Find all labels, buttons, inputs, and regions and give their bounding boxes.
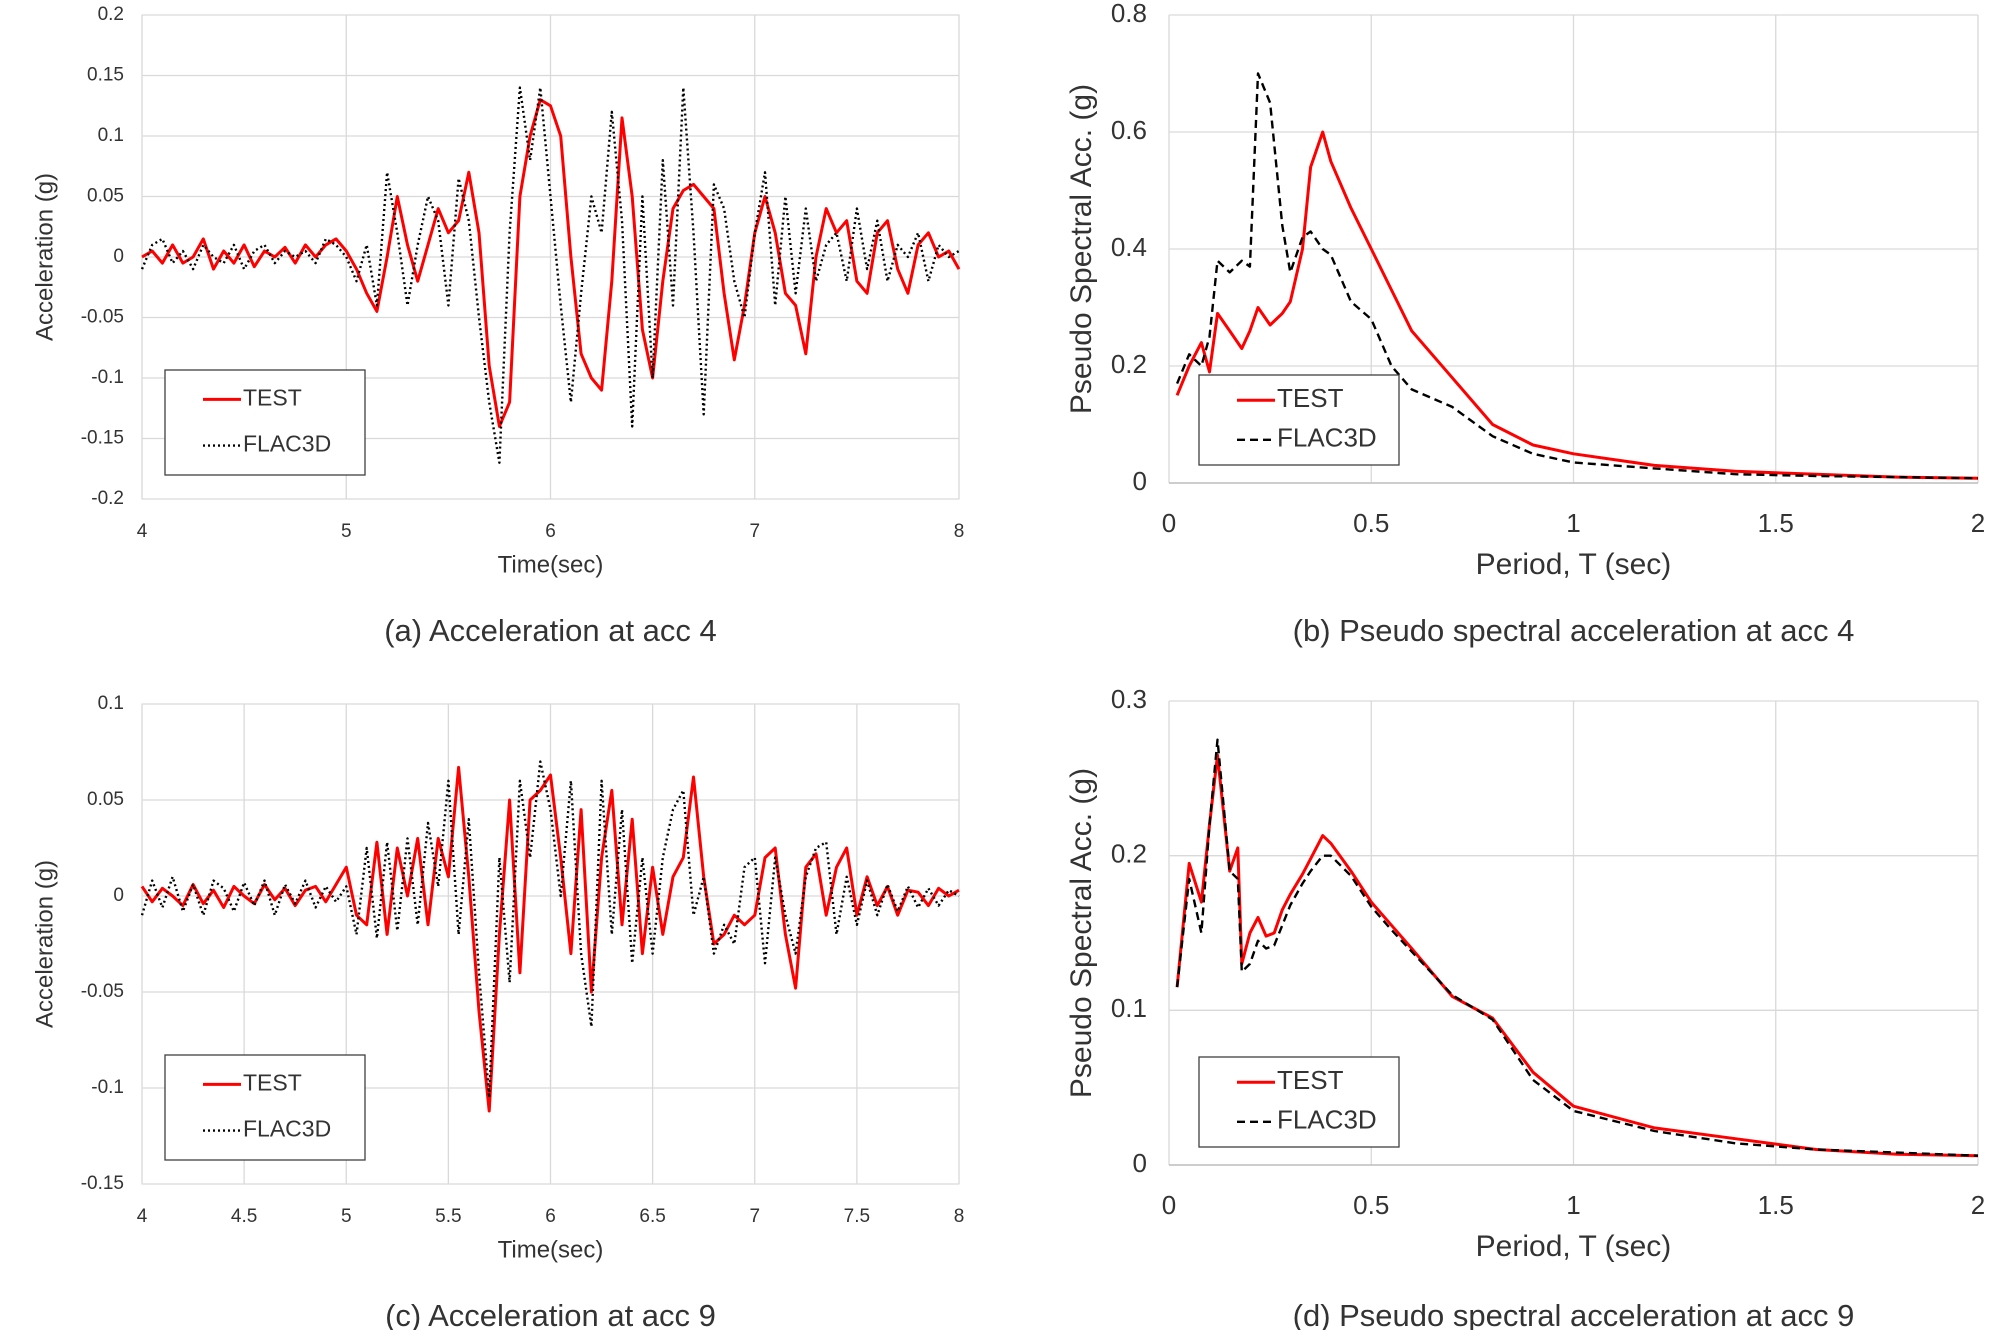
x-tick-label: 0.5 bbox=[1353, 1190, 1389, 1220]
x-tick-label: 0.5 bbox=[1353, 508, 1389, 538]
y-tick-label: 0.1 bbox=[98, 693, 124, 714]
x-tick-label: 0 bbox=[1162, 508, 1176, 538]
y-tick-label: 0.1 bbox=[1111, 993, 1147, 1023]
y-tick-label: -0.1 bbox=[91, 367, 124, 388]
legend-label: TEST bbox=[1277, 1065, 1344, 1095]
y-tick-label: 0.8 bbox=[1111, 0, 1147, 28]
y-axis-label: Acceleration (g) bbox=[31, 173, 58, 341]
legend-label: TEST bbox=[1277, 383, 1344, 413]
x-tick-label: 7.5 bbox=[844, 1206, 870, 1227]
y-tick-label: 0.05 bbox=[87, 789, 124, 810]
x-tick-label: 2 bbox=[1971, 508, 1985, 538]
x-tick-label: 5 bbox=[341, 521, 352, 542]
y-tick-label: -0.05 bbox=[81, 307, 124, 328]
series-line bbox=[1175, 738, 1979, 1157]
y-tick-label: -0.1 bbox=[91, 1077, 124, 1098]
series-line bbox=[141, 98, 961, 428]
caption: (a) Acceleration at acc 4 bbox=[384, 613, 717, 648]
y-tick-label: 0 bbox=[1133, 1148, 1147, 1178]
caption: (c) Acceleration at acc 9 bbox=[385, 1298, 716, 1330]
y-tick-label: 0.2 bbox=[1111, 839, 1147, 869]
x-tick-label: 5.5 bbox=[435, 1206, 461, 1227]
series-line bbox=[140, 760, 960, 1099]
x-tick-label: 4.5 bbox=[231, 1206, 257, 1227]
series-line bbox=[1175, 753, 1979, 1158]
y-tick-label: 0 bbox=[1133, 466, 1147, 496]
x-tick-label: 2 bbox=[1971, 1190, 1985, 1220]
legend bbox=[1198, 374, 1400, 466]
x-tick-label: 1 bbox=[1566, 1190, 1580, 1220]
caption: (d) Pseudo spectral acceleration at acc … bbox=[1293, 1298, 1855, 1330]
x-tick-label: 8 bbox=[954, 1206, 965, 1227]
x-axis-label: Time(sec) bbox=[498, 1236, 604, 1263]
legend bbox=[1198, 1056, 1400, 1148]
caption: (b) Pseudo spectral acceleration at acc … bbox=[1293, 613, 1855, 648]
x-tick-label: 6 bbox=[545, 521, 556, 542]
y-tick-label: -0.15 bbox=[81, 428, 124, 449]
x-axis-label: Time(sec) bbox=[498, 551, 604, 578]
legend-label: FLAC3D bbox=[243, 431, 331, 457]
x-tick-label: 0 bbox=[1162, 1190, 1176, 1220]
y-tick-label: 0.4 bbox=[1111, 232, 1147, 262]
legend-label: TEST bbox=[243, 1069, 302, 1095]
x-axis-label: Period, T (sec) bbox=[1476, 1230, 1672, 1263]
x-tick-label: 1.5 bbox=[1758, 508, 1794, 538]
legend-label: FLAC3D bbox=[1277, 423, 1377, 453]
y-tick-label: 0 bbox=[113, 885, 124, 906]
series-line bbox=[140, 765, 960, 1113]
series-line bbox=[140, 86, 960, 464]
x-tick-label: 5 bbox=[341, 1206, 352, 1227]
y-tick-label: -0.15 bbox=[81, 1173, 124, 1194]
series-line bbox=[1175, 72, 1979, 480]
legend-label: FLAC3D bbox=[1277, 1105, 1377, 1135]
y-axis-label: Pseudo Spectral Acc. (g) bbox=[1065, 768, 1098, 1098]
y-tick-label: 0.05 bbox=[87, 186, 124, 207]
x-tick-label: 7 bbox=[749, 1206, 760, 1227]
x-tick-label: 4 bbox=[137, 521, 148, 542]
legend bbox=[164, 1054, 366, 1161]
y-tick-label: 0 bbox=[113, 246, 124, 267]
legend bbox=[164, 369, 366, 476]
y-tick-label: 0.1 bbox=[98, 125, 124, 146]
y-axis-label: Pseudo Spectral Acc. (g) bbox=[1065, 84, 1098, 414]
y-tick-label: 0.2 bbox=[98, 4, 124, 25]
x-tick-label: 4 bbox=[137, 1206, 148, 1227]
legend-label: TEST bbox=[243, 384, 302, 410]
y-tick-label: -0.2 bbox=[91, 488, 124, 509]
y-tick-label: 0.2 bbox=[1111, 349, 1147, 379]
y-tick-label: 0.6 bbox=[1111, 115, 1147, 145]
x-tick-label: 8 bbox=[954, 521, 965, 542]
x-tick-label: 6 bbox=[545, 1206, 556, 1227]
y-tick-label: 0.3 bbox=[1111, 684, 1147, 714]
series-line bbox=[1175, 130, 1979, 480]
x-tick-label: 1.5 bbox=[1758, 1190, 1794, 1220]
legend-label: FLAC3D bbox=[243, 1116, 331, 1142]
x-tick-label: 7 bbox=[749, 521, 760, 542]
x-axis-label: Period, T (sec) bbox=[1476, 548, 1672, 581]
x-tick-label: 1 bbox=[1566, 508, 1580, 538]
x-tick-label: 6.5 bbox=[639, 1206, 665, 1227]
y-tick-label: -0.05 bbox=[81, 981, 124, 1002]
y-tick-label: 0.15 bbox=[87, 65, 124, 86]
y-axis-label: Acceleration (g) bbox=[31, 860, 58, 1028]
